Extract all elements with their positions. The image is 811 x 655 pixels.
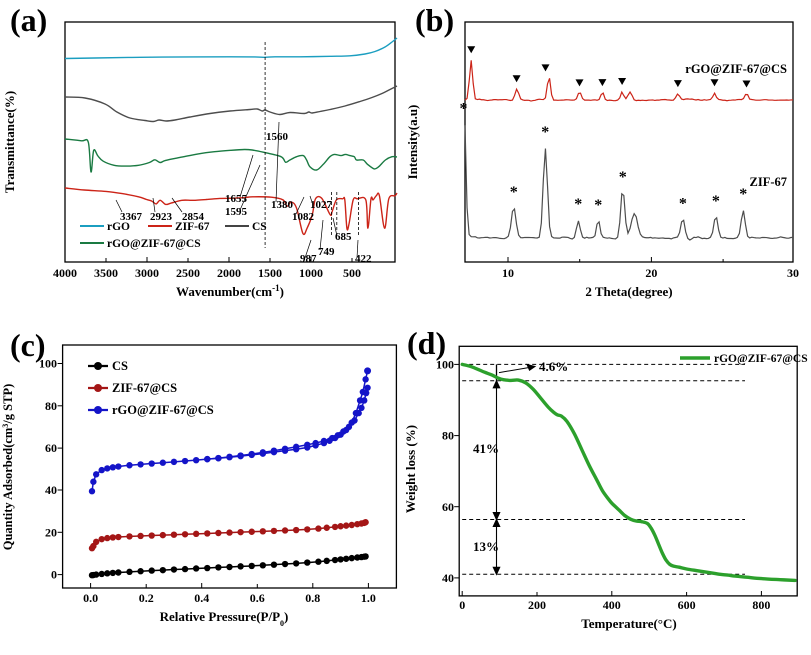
svg-text:*: * xyxy=(594,197,602,214)
svg-text:60: 60 xyxy=(442,500,454,514)
svg-text:1595: 1595 xyxy=(225,206,248,218)
svg-text:60: 60 xyxy=(45,441,57,455)
svg-text:Quantity Adsorbed(cm3/g STP): Quantity Adsorbed(cm3/g STP) xyxy=(1,384,16,551)
svg-text:80: 80 xyxy=(442,429,454,443)
svg-text:0.0: 0.0 xyxy=(83,591,98,605)
svg-text:ZIF-67: ZIF-67 xyxy=(750,175,788,189)
svg-text:0.8: 0.8 xyxy=(305,591,320,605)
svg-text:CS: CS xyxy=(252,221,267,233)
svg-text:40: 40 xyxy=(45,483,57,497)
svg-text:2500: 2500 xyxy=(176,266,200,280)
svg-text:2923: 2923 xyxy=(150,211,173,223)
svg-text:*: * xyxy=(574,196,582,213)
svg-text:600: 600 xyxy=(678,598,696,612)
svg-text:30: 30 xyxy=(787,266,799,280)
svg-text:Wavenumber(cm-1): Wavenumber(cm-1) xyxy=(176,283,284,299)
svg-text:20: 20 xyxy=(45,525,57,539)
svg-text:10: 10 xyxy=(502,266,514,280)
svg-text:*: * xyxy=(541,124,549,141)
svg-text:422: 422 xyxy=(355,253,372,265)
svg-text:1380: 1380 xyxy=(271,199,294,211)
svg-text:1000: 1000 xyxy=(299,266,323,280)
svg-text:1082: 1082 xyxy=(292,211,315,223)
svg-text:685: 685 xyxy=(335,231,352,243)
svg-text:1027: 1027 xyxy=(310,199,333,211)
svg-text:987: 987 xyxy=(300,253,317,265)
svg-text:Weight loss (%): Weight loss (%) xyxy=(405,425,418,513)
svg-text:*: * xyxy=(510,184,518,201)
svg-text:40: 40 xyxy=(442,571,454,585)
svg-text:2000: 2000 xyxy=(217,266,241,280)
svg-text:0: 0 xyxy=(459,598,465,612)
svg-text:400: 400 xyxy=(603,598,621,612)
svg-text:*: * xyxy=(712,193,720,210)
svg-text:rGO@ZIF-67@CS: rGO@ZIF-67@CS xyxy=(107,238,201,250)
svg-text:3000: 3000 xyxy=(135,266,159,280)
svg-text:3500: 3500 xyxy=(94,266,118,280)
svg-text:Relative Pressure(P/P0): Relative Pressure(P/P0) xyxy=(160,609,289,628)
svg-text:ZIF-67: ZIF-67 xyxy=(175,221,210,233)
svg-text:rGO: rGO xyxy=(107,221,130,233)
svg-text:20: 20 xyxy=(645,266,657,280)
svg-text:2 Theta(degree): 2 Theta(degree) xyxy=(585,284,672,299)
svg-text:4000: 4000 xyxy=(53,266,77,280)
svg-text:1.0: 1.0 xyxy=(361,591,376,605)
svg-text:1560: 1560 xyxy=(266,131,289,143)
svg-text:0.4: 0.4 xyxy=(194,591,209,605)
svg-text:4.6%: 4.6% xyxy=(539,359,568,374)
svg-text:1500: 1500 xyxy=(258,266,282,280)
svg-text:800: 800 xyxy=(752,598,770,612)
svg-text:1655: 1655 xyxy=(225,193,248,205)
svg-text:500: 500 xyxy=(343,266,361,280)
svg-text:*: * xyxy=(619,169,627,186)
svg-text:Intensity(a.u): Intensity(a.u) xyxy=(405,105,420,180)
svg-text:rGO@ZIF-67@CS: rGO@ZIF-67@CS xyxy=(685,62,787,76)
svg-text:CS: CS xyxy=(112,359,128,373)
svg-text:rGO@ZIF-67@CS: rGO@ZIF-67@CS xyxy=(714,353,808,365)
svg-text:*: * xyxy=(739,186,747,203)
svg-text:200: 200 xyxy=(528,598,546,612)
svg-text:13%: 13% xyxy=(473,539,499,554)
svg-text:rGO@ZIF-67@CS: rGO@ZIF-67@CS xyxy=(112,403,214,417)
svg-text:0.6: 0.6 xyxy=(250,591,265,605)
svg-text:Temperature(°C): Temperature(°C) xyxy=(581,616,676,631)
svg-text:0: 0 xyxy=(51,568,57,582)
svg-text:*: * xyxy=(460,101,468,118)
svg-text:41%: 41% xyxy=(473,441,499,456)
svg-text:Transmittance(%): Transmittance(%) xyxy=(2,91,17,193)
svg-text:0.2: 0.2 xyxy=(139,591,154,605)
svg-text:*: * xyxy=(679,196,687,213)
svg-text:ZIF-67@CS: ZIF-67@CS xyxy=(112,381,177,395)
svg-text:80: 80 xyxy=(45,399,57,413)
